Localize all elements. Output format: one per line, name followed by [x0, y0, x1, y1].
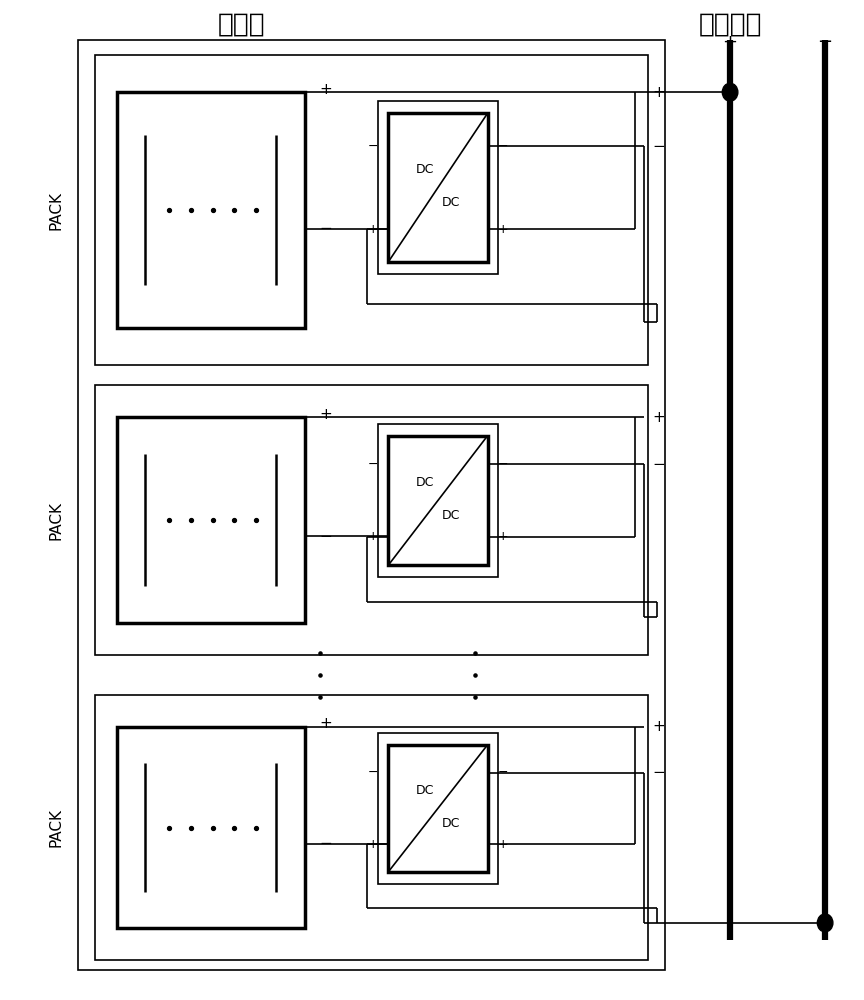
Text: −: − [498, 458, 508, 471]
Bar [117, 417, 305, 623]
Bar [378, 733, 498, 884]
Bar [117, 92, 305, 328]
Text: DC: DC [416, 163, 434, 176]
Text: 电池簇: 电池簇 [218, 12, 266, 38]
Text: DC: DC [442, 509, 460, 522]
Text: +: + [498, 530, 508, 543]
Text: PACK: PACK [48, 808, 64, 847]
Bar [378, 424, 498, 577]
Text: +: + [653, 719, 665, 734]
Bar [388, 113, 487, 262]
Text: +: + [320, 716, 333, 731]
Text: +: + [498, 838, 508, 851]
Text: +: + [498, 223, 508, 236]
Text: +: + [367, 530, 378, 543]
Text: +: + [367, 223, 378, 236]
Text: +: + [320, 82, 333, 97]
Text: DC: DC [416, 476, 434, 489]
Text: DC: DC [442, 817, 460, 830]
Bar [388, 436, 487, 565]
Bar [95, 385, 648, 655]
Bar [78, 40, 665, 970]
Text: +: + [653, 85, 665, 100]
Text: −: − [498, 766, 508, 779]
Text: −: − [320, 836, 333, 851]
Text: +: + [320, 407, 333, 422]
Text: −: − [367, 140, 378, 153]
Text: −: − [367, 766, 378, 779]
Text: DC: DC [416, 784, 434, 797]
Text: −: − [367, 458, 378, 471]
Text: −: − [653, 765, 665, 780]
Text: PACK: PACK [48, 190, 64, 230]
Bar [95, 55, 648, 365]
Bar [378, 101, 498, 274]
Text: +: + [367, 838, 378, 851]
Bar [117, 727, 305, 928]
Text: +: + [722, 33, 738, 51]
Text: −: − [498, 140, 508, 153]
Text: PACK: PACK [48, 500, 64, 540]
Text: +: + [653, 410, 665, 425]
Text: −: − [817, 33, 833, 51]
Bar [388, 745, 487, 872]
Text: DC: DC [442, 196, 460, 209]
Text: −: − [653, 139, 665, 154]
Text: 直流母线: 直流母线 [698, 12, 762, 38]
Bar [95, 695, 648, 960]
Circle shape [722, 83, 738, 101]
Circle shape [817, 914, 833, 932]
Text: −: − [320, 529, 333, 544]
Text: −: − [653, 457, 665, 472]
Text: −: − [320, 221, 333, 236]
